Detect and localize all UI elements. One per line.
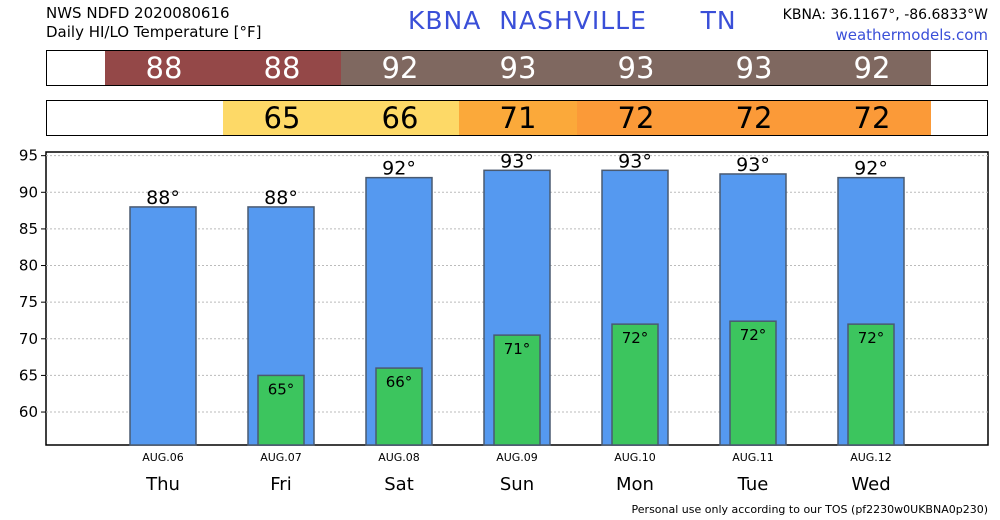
hi-temp-cell: 93 [695,51,813,85]
x-date-label: AUG.06 [142,451,184,464]
lo-temp-cell: 71 [459,101,577,135]
site-link[interactable]: weathermodels.com [835,26,988,44]
hi-bar-label: 93° [618,150,652,172]
lo-temperature-strip: 65 66 71 72 72 72 [46,100,988,136]
hi-bar-label: 93° [500,150,534,172]
x-day-label: Mon [616,474,654,495]
hi-bar [129,206,197,446]
lo-temp-cell: 72 [695,101,813,135]
x-date-label: AUG.12 [850,451,892,464]
station-state: TN [700,6,737,35]
y-tick-label: 90 [19,183,38,201]
hi-temp-cell: 92 [341,51,459,85]
temperature-bar-chart: 60 65 70 75 80 85 90 95 88° 88° 92° 93° 93° 93° 92° 65°… [19,147,989,495]
hi-temp-cell: 93 [577,51,695,85]
y-tick-label: 60 [19,403,38,421]
y-tick-label: 70 [19,330,38,348]
hi-bar-label: 88° [146,187,180,209]
x-day-label: Sun [500,474,534,495]
hi-bar-label: 92° [854,158,888,180]
station-code: KBNA [408,6,482,35]
lo-bar [729,320,777,446]
footer-terms: Personal use only according to our TOS (… [631,503,988,516]
lo-bar [847,323,895,446]
hi-temp-cell: 88 [105,51,223,85]
product-label: Daily HI/LO Temperature [°F] [46,23,262,41]
station-coords: KBNA: 36.1167°, -86.6833°W [782,7,988,23]
lo-temp-cell: 72 [813,101,931,135]
y-tick-label: 65 [19,366,38,384]
hi-bar-label: 92° [382,158,416,180]
lo-bar-label: 72° [622,329,649,347]
x-day-label: Tue [737,474,769,495]
lo-bar-label: 72° [740,326,767,344]
lo-bar [257,374,305,446]
x-day-label: Sat [384,474,414,495]
lo-bar-label: 66° [386,373,413,391]
x-day-label: Thu [145,474,180,495]
hi-bar-label: 93° [736,154,770,176]
x-date-label: AUG.10 [614,451,656,464]
lo-bar [493,334,541,446]
y-tick-label: 95 [19,147,38,165]
header-left: NWS NDFD 2020080616 Daily HI/LO Temperat… [46,4,262,42]
lo-bar [611,323,659,446]
hi-temp-cell: 92 [813,51,931,85]
hi-temp-cell: 93 [459,51,577,85]
y-tick-label: 85 [19,220,38,238]
hi-temp-cell: 88 [223,51,341,85]
lo-bar [375,367,423,446]
x-day-label: Fri [270,474,291,495]
x-date-label: AUG.09 [496,451,538,464]
x-date-label: AUG.11 [732,451,774,464]
model-run-label: NWS NDFD 2020080616 [46,4,230,22]
hi-bar-label: 88° [264,187,298,209]
lo-temp-cell: 66 [341,101,459,135]
lo-temp-cell: 72 [577,101,695,135]
lo-bar-label: 72° [858,329,885,347]
lo-bar-label: 71° [504,340,531,358]
lo-temp-cell: 65 [223,101,341,135]
y-tick-label: 75 [19,293,38,311]
hi-temperature-strip: 88 88 92 93 93 93 92 [46,50,988,86]
x-day-label: Wed [851,474,890,495]
x-date-label: AUG.08 [378,451,420,464]
header-right: KBNA: 36.1167°, -86.6833°W weathermodels… [783,5,988,45]
x-date-label: AUG.07 [260,451,302,464]
y-tick-label: 80 [19,257,38,275]
lo-temp-cell [105,101,223,135]
station-title: KBNA NASHVILLE TN [408,6,737,35]
station-city: NASHVILLE [499,6,647,35]
lo-bar-label: 65° [268,380,295,398]
